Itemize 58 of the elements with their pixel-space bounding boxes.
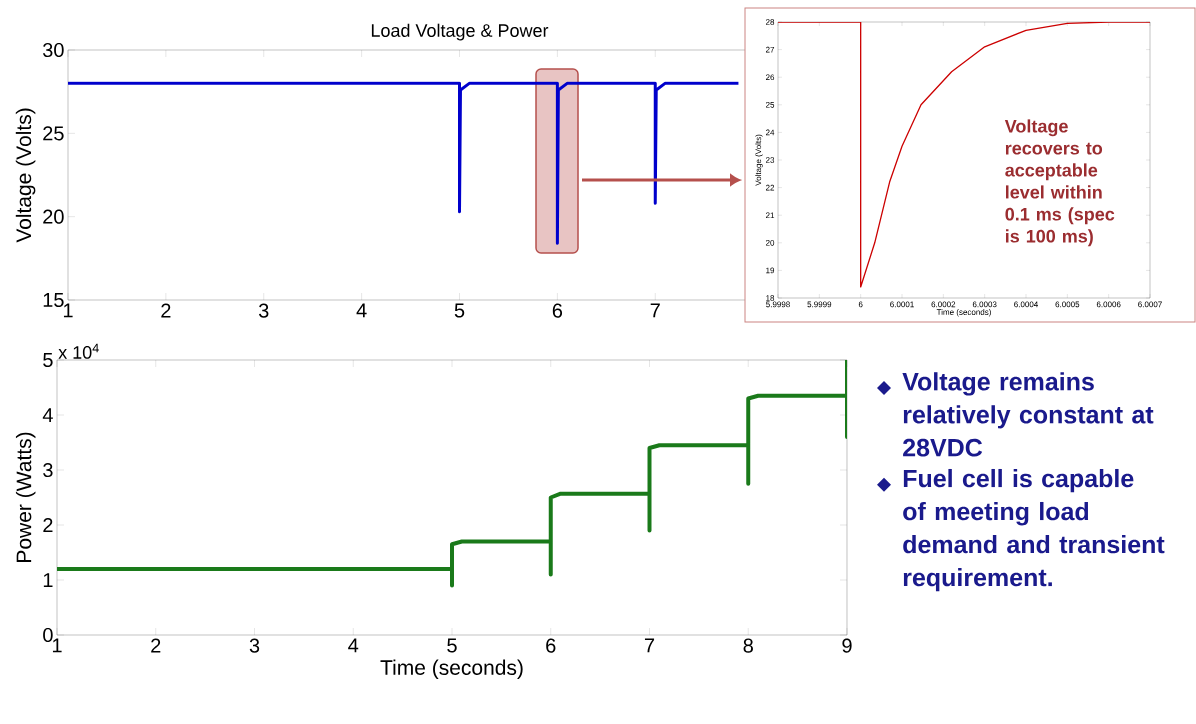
y-tick-label: 2 [43, 518, 53, 532]
line-series [68, 81, 740, 245]
y-tick-label: 3 [43, 462, 53, 478]
y-tick-label: 23 [765, 157, 775, 163]
y-tick-label: 18 [766, 295, 775, 301]
x-tick-label: 9 [842, 638, 852, 653]
y-tick-label: 1 [43, 573, 53, 587]
x-tick-label: 5.9998 [766, 301, 790, 308]
line-series [778, 22, 1150, 288]
y-axis-title: Power (Watts) [15, 432, 36, 562]
x-tick-label: 5 [447, 638, 457, 653]
x-tick-label: 3 [249, 638, 260, 653]
x-tick-label: 6 [552, 303, 563, 318]
x-tick-label: 6.0006 [1096, 301, 1121, 308]
y-tick-label: 26 [765, 74, 775, 81]
x-tick-label: 3 [258, 303, 269, 318]
x-tick-label: 6.0001 [890, 301, 914, 308]
x-tick-label: 5.9999 [807, 301, 832, 308]
x-tick-label: 4 [348, 638, 359, 653]
text: Voltage remains relatively constant at 28VDC [902, 372, 1154, 457]
x-tick-label: 7 [650, 303, 660, 318]
y-tick-label: 27 [765, 46, 775, 53]
y-tick-label: 15 [43, 293, 64, 307]
chart-title: Load Voltage & Power [371, 23, 549, 41]
y-tick-label: 25 [43, 126, 64, 141]
text: Fuel cell is capable of meeting load demand and transient requirement. [903, 468, 1165, 592]
y-tick-label: 28 [765, 19, 775, 25]
x-axis-title: Time (seconds) [936, 309, 991, 317]
x-axis-title: Time (seconds) [380, 659, 523, 680]
line-series [57, 360, 847, 588]
y-axis-title: Voltage (Volts) [755, 134, 763, 186]
y-tick-label: 0 [43, 627, 53, 643]
x-tick-label: 6.0002 [931, 301, 956, 308]
y-axis-title: Voltage (Volts) [15, 108, 36, 243]
y-tick-label: 30 [42, 42, 64, 58]
x-tick-label: 2 [161, 303, 171, 318]
text: x 10$^{4}$ [58, 343, 99, 359]
x-tick-label: 6.0004 [1014, 301, 1039, 308]
x-tick-label: 6.0007 [1138, 301, 1162, 308]
y-tick-label: 20 [765, 239, 775, 246]
x-tick-label: 6.0005 [1055, 301, 1080, 308]
annotation: Voltage recovers to acceptable level within 0.1 ms (spec is 100 ms) [1004, 119, 1115, 247]
y-tick-label: 4 [42, 408, 53, 422]
x-tick-label: 7 [644, 638, 655, 653]
x-tick-label: 2 [151, 638, 161, 653]
y-tick-label: 24 [765, 129, 775, 136]
x-tick-label: 6 [858, 301, 863, 308]
y-tick-label: 25 [765, 101, 775, 108]
y-tick-label: 19 [766, 267, 775, 274]
x-tick-label: 5 [454, 303, 465, 318]
x-tick-label: 4 [356, 303, 367, 318]
x-tick-label: 8 [743, 638, 753, 653]
y-tick-label: 21 [765, 212, 775, 218]
x-tick-label: 6.0003 [972, 301, 997, 308]
y-tick-label: 20 [43, 209, 64, 224]
y-tick-label: 22 [765, 184, 775, 191]
y-tick-label: 5 [43, 353, 53, 367]
x-tick-label: 6 [546, 638, 556, 653]
